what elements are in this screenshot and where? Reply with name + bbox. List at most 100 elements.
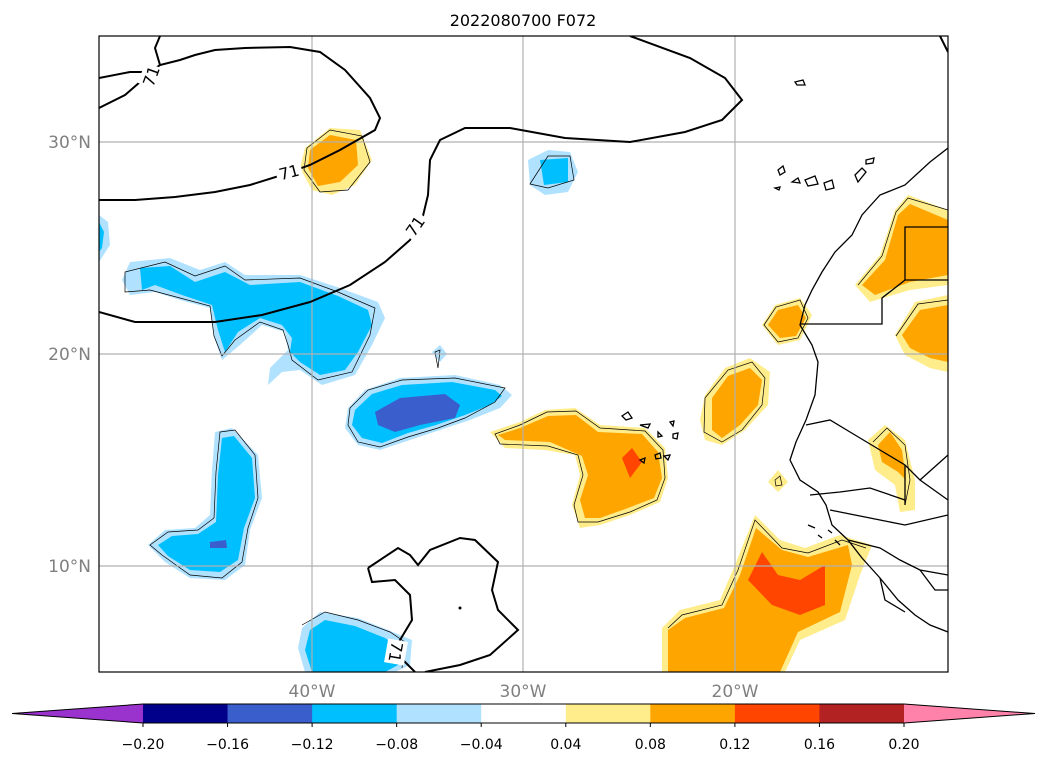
colorbar-tick-label: −0.12 xyxy=(291,737,334,753)
blue-patch-tiny-outline xyxy=(434,349,441,369)
colorbar-segment xyxy=(481,704,567,723)
colorbar-tick-label: −0.08 xyxy=(375,737,418,753)
border-western-sahara xyxy=(800,226,948,325)
contour-label-4: 71 xyxy=(384,640,406,663)
blue-patch-central-atlantic-outline xyxy=(124,261,376,381)
colorbar-segment xyxy=(312,704,398,723)
warm-patch-cape-verde-hot xyxy=(622,448,642,478)
canary-island-6 xyxy=(854,167,867,184)
warm-patch-east-mid-outline xyxy=(703,361,766,443)
warm-patch-cape-verde-core xyxy=(498,415,662,518)
colorbar-tick-label: 0.04 xyxy=(550,737,581,753)
border-cote-divoire xyxy=(919,569,948,591)
colorbar-tick-label: 0.08 xyxy=(635,737,666,753)
cape-verde-island-7 xyxy=(654,452,662,460)
warm-patch-tiny-outline xyxy=(774,475,783,487)
contour-label-bg-2 xyxy=(273,158,305,186)
contour-label-bg-3 xyxy=(399,209,431,243)
border-guinea xyxy=(829,509,948,526)
map-area: 71 71 71 71 xyxy=(99,36,948,672)
blue-patch-midwest-deep xyxy=(375,394,460,432)
colorbar-tick-label: −0.20 xyxy=(122,737,165,753)
cape-verde-island-6 xyxy=(638,456,646,465)
colorbar-tick-label: 0.12 xyxy=(719,737,750,753)
canary-island-2 xyxy=(790,177,802,184)
colorbar-segment xyxy=(143,704,229,723)
cape-verde-island-8 xyxy=(662,454,672,462)
contour-label-bg-4 xyxy=(384,638,408,666)
warm-patch-cape-verde-outline xyxy=(494,410,666,523)
colorbar-extend-max xyxy=(904,704,1035,723)
africa-coastline xyxy=(789,147,948,633)
colorbar: −0.20 −0.16 −0.12 −0.08 −0.04 0.04 0.08 0.12 0.1… xyxy=(11,703,1036,753)
warm-patch-coast-south-hot xyxy=(748,552,825,615)
colorbar-segment xyxy=(819,704,905,723)
longitude-labels: 40°W 30°W 20°W xyxy=(289,682,759,702)
contour-line-northeast xyxy=(939,36,948,53)
contour-label-bg-1 xyxy=(137,62,165,90)
warm-patch-africa-a-outline xyxy=(872,427,911,506)
lon-label-30w: 30°W xyxy=(500,682,547,702)
contour-line-northwest-short xyxy=(99,71,145,79)
blue-patch-southwest-core xyxy=(158,436,255,572)
gridlines xyxy=(99,36,948,672)
lon-label-20w: 20°W xyxy=(712,682,759,702)
positive-anomaly-patches xyxy=(300,128,948,672)
warm-patch-morocco-coast-outline xyxy=(763,299,809,343)
lon-label-40w: 40°W xyxy=(289,682,336,702)
latitude-labels: 30°N 20°N 10°N xyxy=(48,133,91,577)
warm-patch-africa-b-core xyxy=(902,305,948,362)
blue-patch-west-edge xyxy=(99,215,110,262)
colorbar-tick-label: −0.04 xyxy=(460,737,503,753)
canary-island-4 xyxy=(823,179,835,191)
warm-patch-africa-a-core xyxy=(878,432,906,480)
colorbar-segment xyxy=(734,704,820,723)
canary-island-7 xyxy=(865,157,875,165)
coastlines xyxy=(620,79,948,633)
contour-dot xyxy=(458,606,462,610)
warm-patch-north-outline xyxy=(303,129,371,193)
lat-label-10n: 10°N xyxy=(48,557,91,577)
contour-label-2: 71 xyxy=(277,161,302,185)
negative-anomaly-patches xyxy=(99,150,578,672)
cape-verde-island-5 xyxy=(672,432,679,440)
canary-island-1 xyxy=(777,164,786,176)
warm-patch-morocco-coast-core xyxy=(768,305,806,338)
blue-patch-southwest-deep xyxy=(210,540,227,548)
warm-patch-africa-c-outline xyxy=(857,197,948,286)
blue-patch-south-core xyxy=(305,620,400,672)
canary-island-3 xyxy=(804,175,819,187)
colorbar-extend-min xyxy=(12,704,143,723)
colorbar-tick-label: 0.20 xyxy=(888,737,919,753)
bissagos-islands xyxy=(807,524,841,546)
colorbar-segment xyxy=(396,704,482,723)
colorbar-segment xyxy=(650,704,736,723)
blue-patch-southwest-outline xyxy=(149,429,259,579)
contour-line-central xyxy=(99,36,744,323)
cape-verde-island-3 xyxy=(668,420,675,428)
colorbar-tick-label: −0.16 xyxy=(206,737,249,753)
warm-patch-tiny xyxy=(768,470,788,492)
contour-labels: 71 71 71 71 xyxy=(137,62,431,666)
lat-label-30n: 30°N xyxy=(48,133,91,153)
colorbar-segment xyxy=(565,704,651,723)
blue-patch-west-edge-core xyxy=(99,222,104,252)
map-frame xyxy=(98,35,949,673)
border-liberia xyxy=(879,577,906,613)
blue-patch-north-outline xyxy=(529,155,575,189)
warm-patch-coast-south-core xyxy=(668,528,852,672)
contour-line-top xyxy=(153,36,161,66)
canary-island-5 xyxy=(773,186,781,191)
blue-patch-midwest-outline xyxy=(347,377,506,448)
warm-patch-east-mid-core xyxy=(712,368,762,438)
cape-verde-island-1 xyxy=(620,411,634,421)
warm-patch-africa-b-outline xyxy=(895,299,948,337)
lat-label-20n: 20°N xyxy=(48,345,91,365)
border-sierra-leone xyxy=(847,539,948,576)
map-title: 2022080700 F072 xyxy=(450,11,597,30)
border-mali xyxy=(904,454,948,505)
colorbar-segment xyxy=(227,704,313,723)
blue-patch-central-atlantic-core xyxy=(140,266,372,375)
cape-verde-island-4 xyxy=(657,430,664,438)
